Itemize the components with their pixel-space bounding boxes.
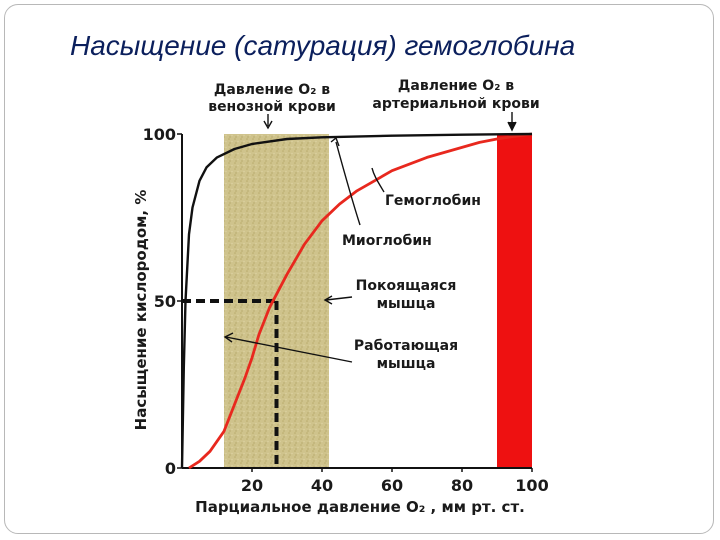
y-axis-title: Насыщение кислородом, % [132, 190, 150, 431]
x-tick-label: 40 [311, 476, 333, 495]
x-tick-label: 60 [381, 476, 403, 495]
hemoglobin-label: Гемоглобин [385, 193, 481, 209]
working-muscle-label-line2: мышца [377, 356, 436, 372]
x-tick-label: 20 [241, 476, 263, 495]
myoglobin-pointer [335, 141, 361, 226]
slide-frame [4, 4, 714, 534]
x-tick-label: 80 [451, 476, 473, 495]
annotation-arrows [223, 112, 517, 363]
arterial-pointer-head [507, 121, 517, 132]
myoglobin-pointer-head [330, 136, 340, 147]
working-pointer-head [223, 332, 234, 343]
venous-region-label-line2: венозной крови [208, 99, 336, 115]
working-pointer [225, 336, 353, 363]
venous-pointer-head [263, 120, 273, 130]
y-tick-label: 50 [154, 292, 176, 311]
x-tick-label: 100 [515, 476, 548, 495]
arterial-region-label-line2: артериальной крови [372, 96, 539, 112]
arterial-region-label-line1: Давление O₂ в [398, 78, 514, 94]
resting-pointer [325, 296, 353, 301]
resting-pointer-head [323, 295, 333, 305]
hemoglobin-curve [188, 132, 533, 470]
hemoglobin-pointer [371, 167, 385, 193]
y-tick-label: 0 [165, 459, 176, 478]
myoglobin-label: Миоглобин [342, 233, 432, 249]
working-muscle-label-line1: Работающая [354, 338, 458, 354]
x-axis-title: Парциальное давление O₂ , мм рт. ст. [195, 498, 525, 516]
arterial-pressure-band [497, 134, 532, 468]
resting-muscle-label-line1: Покоящаяся [356, 278, 457, 294]
resting-muscle-label-line2: мышца [377, 296, 436, 312]
y-tick-label: 100 [143, 125, 176, 144]
slide-title: Насыщение (сатурация) гемоглобина [70, 30, 576, 61]
venous-region-label-line1: Давление O₂ в [214, 82, 330, 98]
